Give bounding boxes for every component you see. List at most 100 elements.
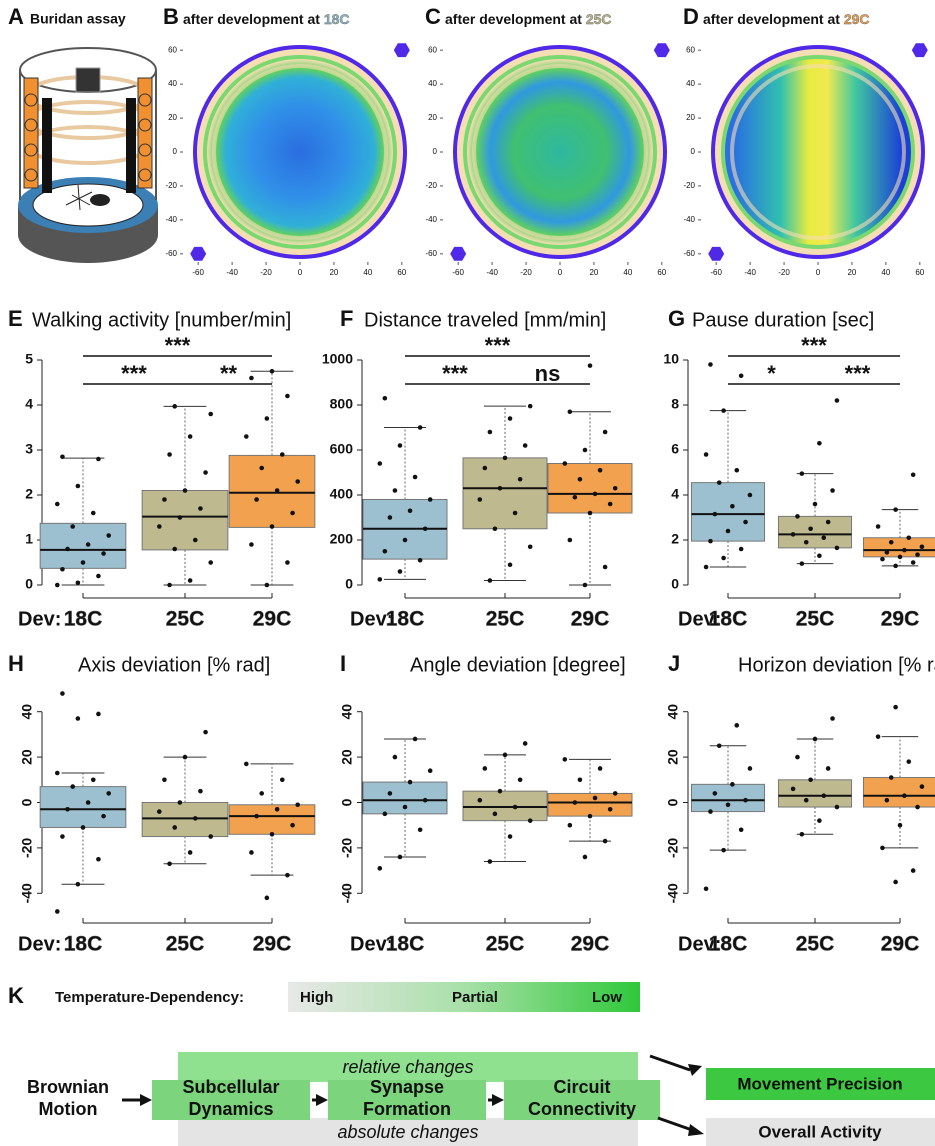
data-point [583,448,588,453]
data-point [835,398,840,403]
stage-label: Subcellular [182,1077,279,1097]
y-tick-label: 0 [25,576,33,592]
data-point [76,580,81,585]
data-point [270,369,275,374]
data-point [76,716,81,721]
data-point [249,376,254,381]
data-point [96,457,101,462]
significance-label: *** [845,361,871,386]
panel-letter: J [668,651,680,676]
data-point [717,480,722,485]
data-point [280,452,285,457]
panel-letter: D [683,4,699,29]
diagram: K Temperature-Dependency: High Partial L… [8,982,935,1146]
data-point [915,805,920,810]
data-point [830,488,835,493]
x-tick-label: 18C [386,933,425,956]
y-tick-label: 400 [330,486,354,502]
data-point [203,470,208,475]
data-point [804,798,809,803]
data-point [830,716,835,721]
data-point [795,755,800,760]
x-tick-label: 29C [881,933,920,956]
assay-illustration: A Buridan assay [8,4,158,263]
data-point [876,524,881,529]
data-point [906,759,911,764]
data-point [388,791,393,796]
data-point [902,548,907,553]
y-tick-label: 60 [428,45,437,54]
stage-label: Synapse [370,1077,444,1097]
data-point [800,471,805,476]
panel-title: Walking activity [number/min] [32,309,291,331]
x-tick-label: 60 [397,268,406,277]
data-point [795,514,800,519]
x-tick-label: 25C [166,608,205,631]
significance-label: *** [442,361,468,386]
y-tick-label: 600 [330,441,354,457]
figure: A Buridan assay K Temperature-Dependency… [0,0,935,1146]
data-point [563,757,568,762]
data-point [528,404,533,409]
data-point [734,723,739,728]
panel-letter: G [668,306,685,331]
data-point [403,805,408,810]
data-point [172,404,177,409]
data-point [800,561,805,566]
data-point [81,560,86,565]
data-point [573,800,578,805]
significance-label: *** [485,333,511,358]
x-tick-label: -20 [260,268,272,277]
data-point [483,766,488,771]
y-tick-label: 40 [339,704,355,720]
y-tick-label: 0 [671,576,679,592]
data-point [193,538,198,543]
data-point [880,557,885,562]
data-point [721,556,726,561]
data-point [821,793,826,798]
data-point [528,818,533,823]
y-tick-label: 20 [686,113,695,122]
x-tick-label: 40 [881,268,890,277]
data-point [593,796,598,801]
data-point [478,798,483,803]
y-tick-label: 20 [168,113,177,122]
data-point [704,886,709,891]
data-point [423,798,428,803]
data-point [835,805,840,810]
data-point [413,737,418,742]
y-tick-label: 8 [671,396,679,412]
data-point [508,416,513,421]
x-tick-label: 25C [486,933,525,956]
data-point [398,855,403,860]
scale-label: Partial [452,989,498,1006]
y-tick-label: 4 [25,396,33,412]
data-point [603,430,608,435]
y-tick-label: 20 [665,749,681,765]
axis-label: Dev: [18,608,61,630]
data-point [717,743,722,748]
x-tick-label: 25C [486,608,525,631]
box [778,780,851,807]
data-point [826,766,831,771]
y-tick-label: -20 [665,838,681,858]
scale-label: High [300,989,333,1006]
data-point [378,461,383,466]
data-point [911,560,916,565]
x-tick-label: 20 [847,268,856,277]
data-point [708,809,713,814]
data-point [920,784,925,789]
data-point [378,577,383,582]
data-point [498,486,503,491]
data-point [876,734,881,739]
data-point [55,583,60,588]
data-point [178,800,183,805]
data-point [96,574,101,579]
absolute-label: absolute changes [337,1122,478,1142]
y-tick-label: 2 [671,531,679,547]
y-tick-label: 0 [19,798,35,806]
x-tick-label: 60 [657,268,666,277]
box [229,455,315,527]
data-point [528,544,533,549]
data-point [167,861,172,866]
